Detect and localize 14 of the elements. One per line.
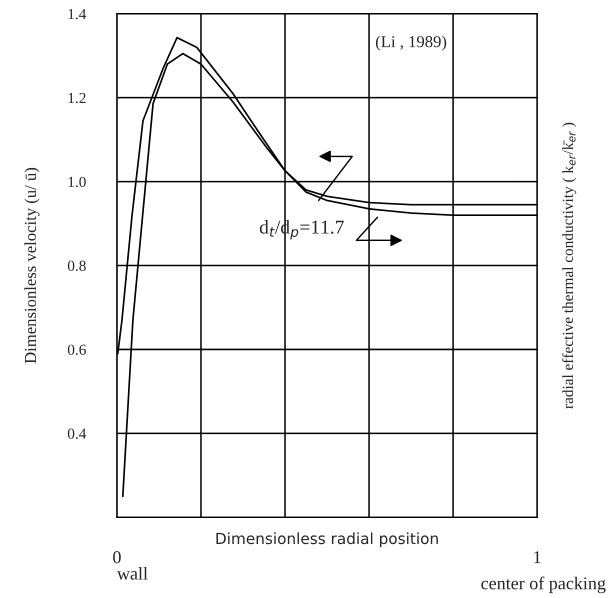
text: center of packing (481, 576, 606, 594)
annotation: (Li , 1989) (376, 36, 446, 51)
y-tick-label: 0.6 (68, 344, 86, 355)
y-axis-title: Dimensionless velocity (u/ ū) (24, 168, 40, 364)
x-tick-label: 0 (113, 551, 121, 564)
x-axis-title: Dimensionless radial position (216, 532, 438, 548)
x-tick-label: 1 (534, 551, 541, 564)
y-tick-label: 0.4 (68, 428, 86, 439)
y-tick-label: 1.4 (68, 8, 86, 20)
y-tick-label: 1.2 (68, 92, 86, 104)
y2-axis-title: radial effective thermal conductivity ( k$_{er}$/k̄$_{er}$ ) (562, 122, 576, 409)
text: wall (116, 566, 148, 580)
y-tick-label: 0.8 (68, 260, 86, 272)
y-tick-label: 1.0 (68, 176, 86, 188)
